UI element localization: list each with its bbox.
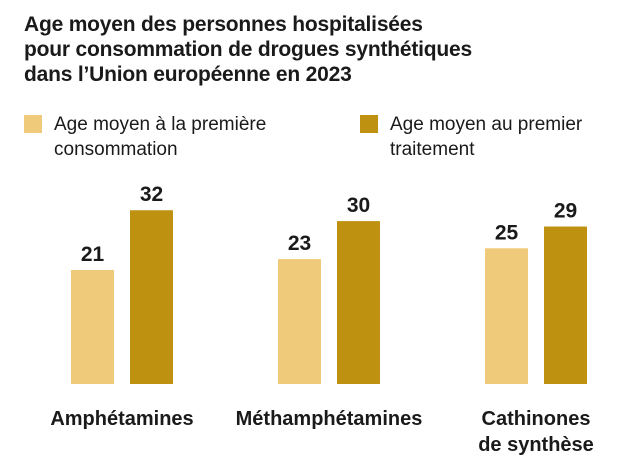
legend-label-first-use-line-2: consommation [54, 139, 178, 160]
category-label-cathinones-line-1: Cathinones [482, 408, 591, 430]
bar-methamphetamines-series-1 [278, 259, 321, 384]
chart-legend: Age moyen à la première consommation Age… [24, 112, 624, 168]
category-label-methamphetamines-line-1: Méthamphétamines [236, 408, 423, 430]
bar-methamphetamines-series-2 [337, 221, 380, 384]
bar-amphetamines-series-2 [130, 210, 173, 384]
bar-amphetamines-series-1 [71, 269, 114, 384]
chart-title-line-1: Age moyen des personnes hospitalisées [24, 13, 423, 36]
bar-cathinones-series-1 [485, 248, 528, 384]
legend-label-first-treatment-line-2: traitement [390, 139, 475, 160]
legend-label-first-use: Age moyen à la première consommation [54, 112, 284, 162]
data-label-cathinones-series-1: 25 [495, 221, 519, 244]
data-label-amphetamines-series-2: 32 [140, 183, 163, 206]
legend-label-first-treatment: Age moyen au premier traitement [390, 112, 620, 162]
data-label-methamphetamines-series-2: 30 [347, 194, 370, 217]
legend-label-first-use-line-1: Age moyen à la première [54, 114, 267, 135]
legend-item-first-treatment: Age moyen au premier traitement [360, 112, 620, 162]
legend-label-first-treatment-line-1: Age moyen au premier [390, 114, 583, 135]
category-label-amphetamines-line-1: Amphétamines [50, 408, 193, 430]
chart-title-line-3: dans l’Union européenne en 2023 [24, 63, 352, 86]
data-label-methamphetamines-series-1: 23 [288, 232, 311, 255]
legend-item-first-use: Age moyen à la première consommation [24, 112, 284, 162]
chart-title: Age moyen des personnes hospitalisées po… [24, 12, 624, 87]
legend-swatch-first-use [24, 115, 42, 133]
data-label-amphetamines-series-1: 21 [81, 243, 105, 266]
legend-swatch-first-treatment [360, 115, 378, 133]
chart-title-line-2: pour consommation de drogues synthétique… [24, 38, 473, 61]
category-label-cathinones-line-2: de synthèse [478, 434, 594, 456]
data-label-cathinones-series-2: 29 [554, 200, 577, 223]
bar-cathinones-series-2 [544, 226, 587, 384]
